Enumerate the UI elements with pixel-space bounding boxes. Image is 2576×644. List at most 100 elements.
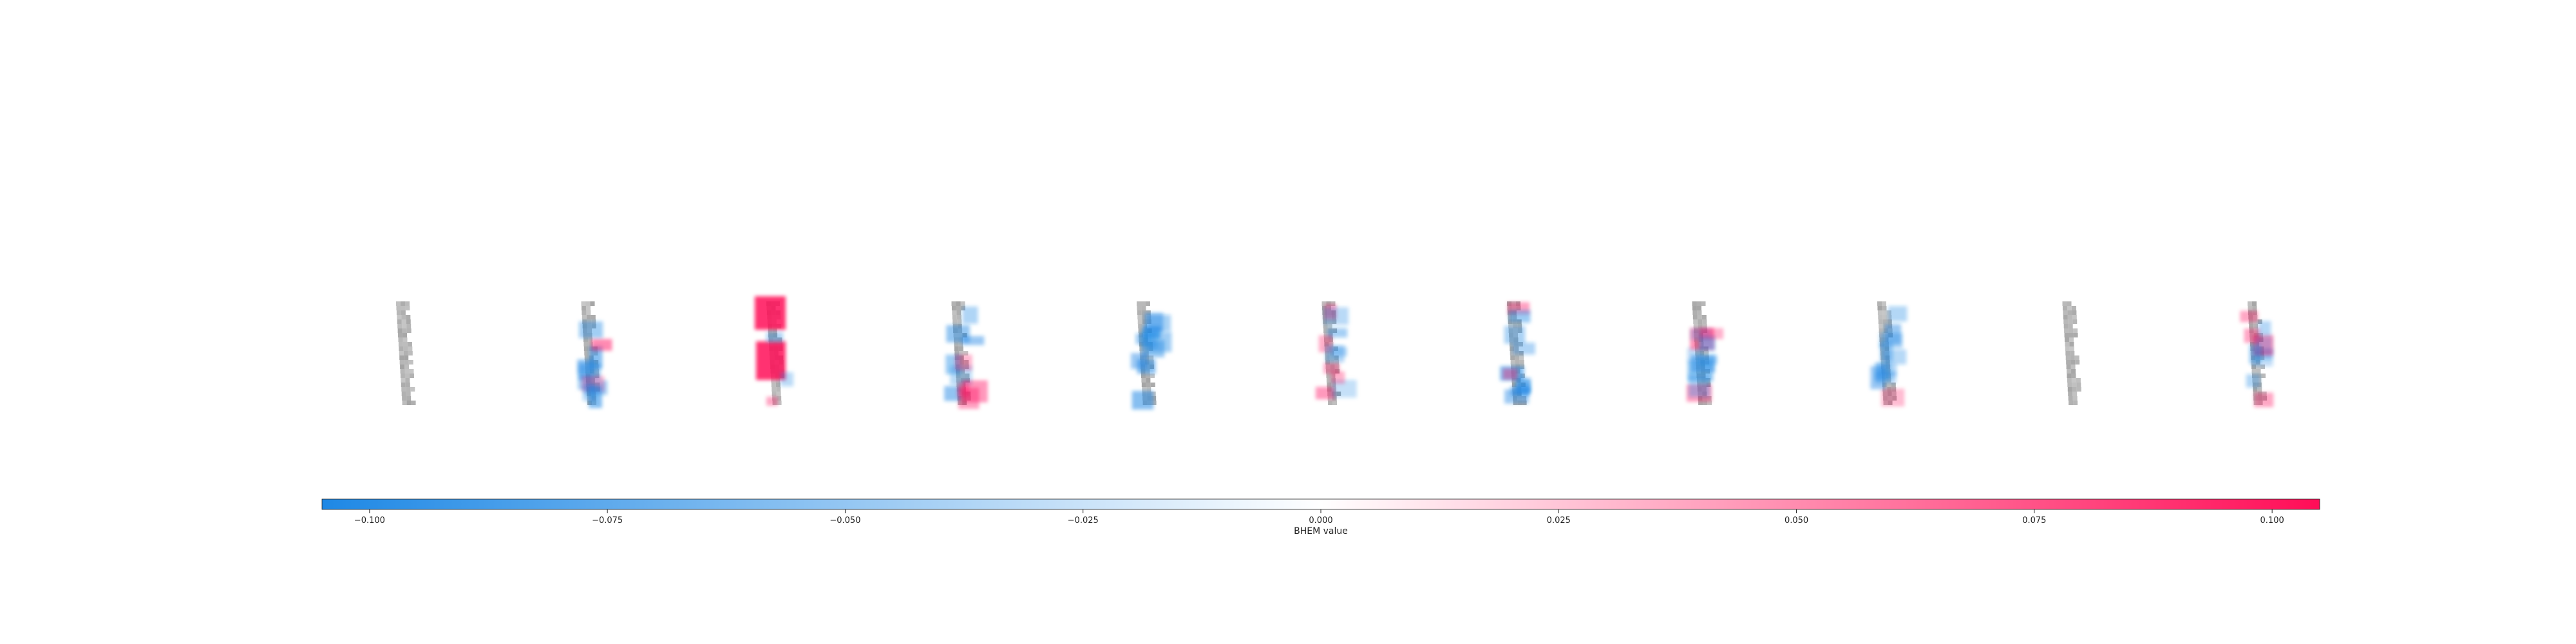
digit-pixel [406, 324, 412, 328]
digit-pixel [1323, 333, 1329, 337]
digit-pixel [396, 310, 401, 315]
digit-pixel [2260, 365, 2266, 369]
digit-pixel [410, 387, 415, 392]
digit-pixel [584, 355, 589, 360]
digit-pixel [398, 342, 403, 346]
image-panel [396, 301, 416, 405]
digit-pixel [2256, 369, 2261, 374]
digit-pixel [2065, 342, 2070, 346]
digit-pixel [2063, 310, 2068, 315]
digit-pixel [2072, 392, 2078, 396]
digit-pixel [2252, 306, 2257, 310]
digit-pixel [959, 351, 964, 355]
digit-pixel [582, 315, 587, 319]
digit-pixel [958, 342, 963, 346]
image-panel [1870, 301, 1908, 407]
digit-pixel [1515, 355, 1520, 360]
digit-pixel [772, 328, 777, 333]
digit-pixel [400, 365, 405, 369]
attribution-blob [766, 332, 783, 343]
digit-pixel [2257, 387, 2262, 392]
digit-pixel [401, 319, 406, 324]
attribution-blob [2255, 337, 2272, 352]
attribution-blob [577, 359, 594, 374]
digit-pixel [402, 342, 408, 346]
digit-pixel [585, 301, 591, 306]
digit-pixel [2074, 355, 2079, 360]
digit-pixel [406, 328, 412, 333]
digit-pixel [2064, 328, 2069, 333]
digit-pixel [583, 342, 589, 346]
digit-pixel [1697, 310, 1702, 315]
digit-pixel [402, 396, 407, 401]
colorbar-tick-label: −0.100 [354, 516, 385, 526]
digit-pixel [1701, 315, 1707, 319]
digit-pixel [2067, 387, 2072, 392]
digit-pixel [2071, 374, 2076, 378]
digit-pixel [1326, 374, 1331, 378]
digit-pixel [1150, 383, 1155, 387]
attribution-blob [1502, 368, 1518, 380]
digit-pixel [2063, 324, 2069, 328]
image-panel [2240, 301, 2274, 408]
digit-pixel [397, 328, 402, 333]
attribution-blob [1881, 388, 1905, 407]
digit-pixel [2248, 301, 2252, 306]
digit-pixel [2072, 387, 2077, 392]
digit-pixel [2068, 319, 2073, 324]
digit-pixel [401, 315, 406, 319]
digit-pixel [408, 360, 413, 365]
digit-pixel [1515, 360, 1520, 365]
digit-pixel [1332, 401, 1338, 405]
attribution-blob [2240, 310, 2259, 323]
digit-pixel [777, 396, 782, 401]
digit-pixel [1137, 315, 1142, 319]
image-panels [396, 296, 2274, 410]
attribution-blob [2254, 392, 2274, 408]
digit-pixel [2065, 355, 2070, 360]
digit-pixel [1141, 383, 1146, 387]
digit-pixel [1327, 324, 1332, 328]
image-panel [1315, 301, 1357, 405]
digit-pixel [1692, 315, 1698, 319]
digit-pixel [404, 369, 410, 374]
digit-pixel [2073, 401, 2078, 405]
digit-pixel [586, 315, 591, 319]
digit-pixel [2248, 306, 2253, 310]
digit-pixel [2076, 378, 2081, 383]
attribution-blob [1883, 349, 1907, 365]
digit-pixel [1141, 306, 1146, 310]
digit-pixel [398, 337, 403, 342]
attribution-blob [1132, 391, 1154, 410]
image-panel [1500, 301, 1535, 405]
digit-pixel [1509, 342, 1514, 346]
digit-pixel [1511, 383, 1517, 387]
digit-pixel [403, 346, 408, 351]
attribution-blob [1699, 355, 1718, 365]
digit-pixel [1882, 310, 1887, 315]
digit-pixel [954, 342, 959, 346]
digit-pixel [2067, 369, 2072, 374]
digit-pixel [401, 387, 406, 392]
digit-pixel [2251, 369, 2257, 374]
digit-pixel [582, 310, 587, 315]
image-panel [1686, 301, 1724, 405]
digit-pixel [1886, 383, 1891, 387]
attribution-blob [755, 296, 786, 330]
digit-pixel [397, 324, 402, 328]
digit-pixel [1510, 355, 1515, 360]
digit-pixel [402, 324, 407, 328]
digit-pixel [2071, 378, 2076, 383]
digit-pixel [956, 310, 961, 315]
digit-pixel [951, 301, 956, 306]
digit-pixel [1141, 378, 1146, 383]
colorbar-tick-label: 0.025 [1547, 516, 1571, 526]
digit-pixel [1141, 310, 1146, 315]
digit-pixel [1877, 301, 1882, 306]
digit-pixel [404, 374, 410, 378]
attribution-blob [1508, 310, 1531, 323]
digit-pixel [2065, 351, 2070, 355]
digit-pixel [1328, 401, 1333, 405]
digit-pixel [402, 328, 407, 333]
digit-pixel [1702, 324, 1707, 328]
